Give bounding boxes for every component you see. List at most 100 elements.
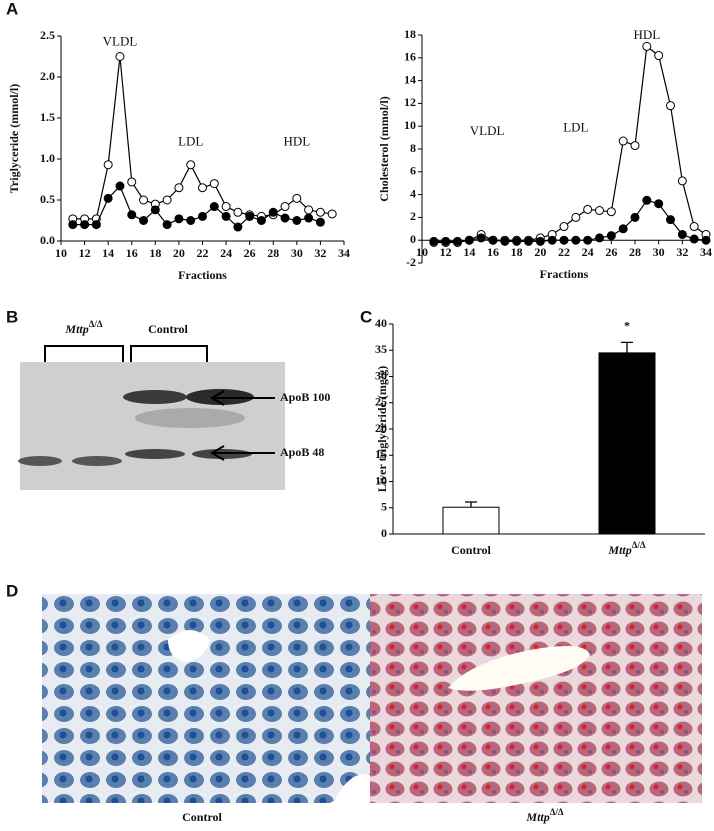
data-point [68,220,78,230]
panel-label: A [6,0,18,18]
y-tick-label: 0 [410,232,416,246]
data-point [280,213,290,223]
data-point [174,214,184,224]
data-point [488,235,498,245]
y-tick-label: 1.0 [40,151,55,165]
image-label: Control [182,810,222,824]
y-tick-label: 25 [375,395,387,409]
blot-group-label: Control [148,322,188,336]
data-point [115,52,125,61]
x-tick-label: 34 [700,245,712,259]
data-point [209,202,219,212]
data-point [441,236,451,246]
data-point [162,195,172,205]
y-tick-label: 2.5 [40,28,55,42]
panel-label: B [6,307,18,326]
data-point [198,211,207,221]
data-point [476,233,486,243]
data-point [547,235,557,245]
data-point [677,230,687,239]
x-tick-label: 12 [79,246,91,260]
x-tick-label: Control [451,543,491,557]
label-superscript: Δ/Δ [89,319,103,329]
data-point [221,202,231,212]
y-tick-label: 8 [410,141,416,155]
label-text: Mttp [607,543,631,557]
data-point [571,235,581,245]
data-point [233,222,243,232]
data-point [304,213,314,223]
data-point [292,216,302,225]
x-tick-label: 24 [582,245,594,259]
data-point [606,207,616,217]
y-tick-label: 0.5 [40,192,55,206]
data-point [571,212,581,222]
x-tick-label: 14 [102,246,114,260]
data-point [642,41,652,51]
y-axis-label: Triglyceride (mmol/l) [7,84,21,193]
data-point [186,160,196,170]
y-tick-label: 30 [375,368,387,382]
x-tick-label: 28 [267,246,279,260]
y-tick-label: 10 [404,118,416,132]
x-tick-label: 14 [463,245,475,259]
data-point [606,231,616,241]
blot-group-label: MttpΔ/Δ [64,319,102,336]
x-tick-label: MttpΔ/Δ [607,540,645,557]
data-point [127,210,137,220]
data-point [689,234,699,244]
western-blot [18,345,285,490]
annotation: VLDL [103,34,138,49]
series-line [72,184,321,228]
annotation: * [624,318,630,332]
panel-label: C [360,307,372,326]
x-tick-label: 32 [676,245,688,259]
x-tick-label: 34 [338,246,350,260]
data-point [618,224,628,234]
y-tick-label: 12 [404,95,416,109]
data-point [512,236,522,246]
y-tick-label: 2.0 [40,69,55,83]
data-point [618,136,628,146]
data-point [245,211,255,221]
data-point [500,236,510,246]
y-tick-label: 0 [381,526,387,540]
x-tick-label: 30 [291,246,303,260]
panel-label: D [6,581,18,600]
y-tick-label: 0.0 [40,233,55,247]
x-tick-label: 18 [511,245,523,259]
band-label: ApoB 100 [280,390,330,404]
x-tick-label: 16 [487,245,499,259]
series-line [433,199,707,242]
image-label: MttpΔ/Δ [525,807,563,824]
data-point [327,209,337,219]
data-point [429,236,439,246]
x-tick-label: 16 [126,246,138,260]
error-bar [621,341,633,353]
data-point [268,207,278,217]
data-point [535,236,545,246]
x-tick-label: 22 [197,246,209,260]
label-text: Mttp [64,322,88,336]
annotation: LDL [563,119,588,134]
data-point [80,220,90,230]
data-point [304,205,314,215]
label-text: Mttp [525,810,549,824]
y-tick-label: 18 [404,27,416,41]
data-point [292,193,302,203]
y-tick-label: 1.5 [40,110,55,124]
data-point [630,212,640,222]
data-point [162,220,172,230]
data-point [280,202,290,212]
data-point [139,195,149,205]
data-point [91,220,101,230]
data-point [677,176,687,186]
data-point [115,181,125,191]
y-axis-label: Liver triglyceride (mg/g) [375,366,389,492]
y-tick-label: -2 [406,255,416,269]
x-axis-label: Fractions [540,267,589,281]
data-point [209,179,219,189]
data-point [654,51,664,61]
y-axis-label: Cholesterol (mmol/l) [377,96,391,201]
y-tick-label: 15 [375,447,387,461]
